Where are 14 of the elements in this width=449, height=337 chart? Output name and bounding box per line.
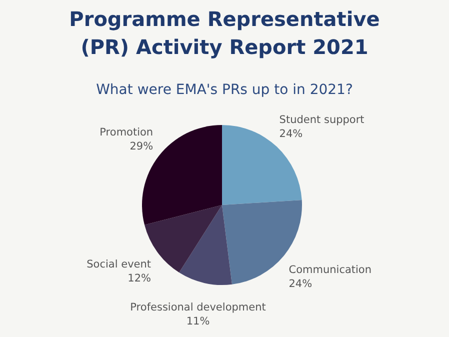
data-label: 24% xyxy=(279,128,303,140)
slice-label: Communication xyxy=(288,264,372,276)
data-label: 12% xyxy=(128,272,152,285)
chart-subtitle: What were EMA's PRs up to in 2021? xyxy=(96,82,353,98)
data-label: 29% xyxy=(130,140,154,153)
slice-label: Student support xyxy=(279,114,364,126)
chart-title: Programme Representative (PR) Activity Report 2021 xyxy=(69,7,380,59)
slice-label: Promotion xyxy=(100,126,154,139)
data-label: 11% xyxy=(186,315,210,328)
slice-label: Social event xyxy=(86,258,152,271)
pie-slice xyxy=(222,125,302,205)
slice-label: Professional development xyxy=(130,301,266,314)
pie-slice xyxy=(179,205,232,285)
data-label: 24% xyxy=(288,278,312,290)
